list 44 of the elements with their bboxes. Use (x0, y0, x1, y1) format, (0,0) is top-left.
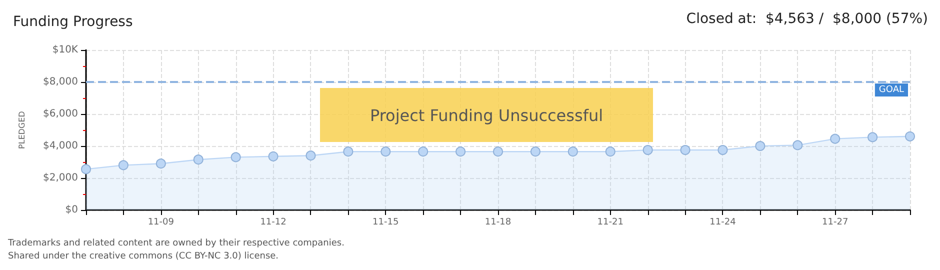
point (755, 141, 766, 151)
point (418, 146, 428, 157)
y-axis-title: PLEDGED (18, 111, 26, 149)
ref-line-label: GOAL (878, 85, 904, 95)
point (193, 154, 204, 165)
point (343, 146, 354, 157)
point (530, 146, 540, 157)
annotation: Project Funding Unsuccessful (370, 106, 604, 124)
point (493, 146, 503, 157)
point (230, 152, 241, 162)
point (905, 131, 915, 142)
point (81, 164, 91, 174)
x-tick-label: 11-15 (372, 218, 399, 228)
x-tick-label: 11-18 (484, 218, 512, 228)
point (456, 146, 466, 157)
x-tick-label: 11-12 (260, 218, 286, 228)
x-tick-label: 11-27 (822, 218, 848, 228)
point (718, 145, 728, 155)
point (568, 146, 578, 157)
point (380, 146, 391, 157)
y-tick-label: $2,000 (43, 172, 78, 184)
point (868, 132, 878, 142)
y-tick-label: $8,000 (43, 76, 78, 88)
point (156, 158, 166, 169)
point (306, 150, 316, 161)
point (605, 146, 616, 157)
point (642, 145, 653, 155)
point (118, 160, 128, 170)
point (792, 140, 803, 150)
chart-title: Funding Progress (13, 14, 133, 30)
y-tick-label: $6,000 (43, 108, 78, 120)
text: Shared under the creative commons (CC BY-NC 3.0) license. (8, 252, 279, 262)
y-tick-label: $4,000 (43, 140, 78, 152)
point (680, 145, 690, 155)
x-tick-label: 11-21 (597, 218, 624, 228)
text: Closed at: $4,563 / $8,000 (57%) (686, 11, 928, 27)
y-tick-label: $0 (65, 204, 78, 216)
x-tick-label: 11-24 (710, 218, 736, 228)
y-tick-label: $10K (52, 44, 78, 56)
notice-banner: Project Funding Unsuccessful (320, 88, 653, 142)
point (830, 134, 840, 144)
point (268, 151, 278, 162)
x-tick-label: 11-09 (148, 218, 174, 228)
text: Trademarks and related content are owned by their respective companies. (7, 238, 344, 248)
